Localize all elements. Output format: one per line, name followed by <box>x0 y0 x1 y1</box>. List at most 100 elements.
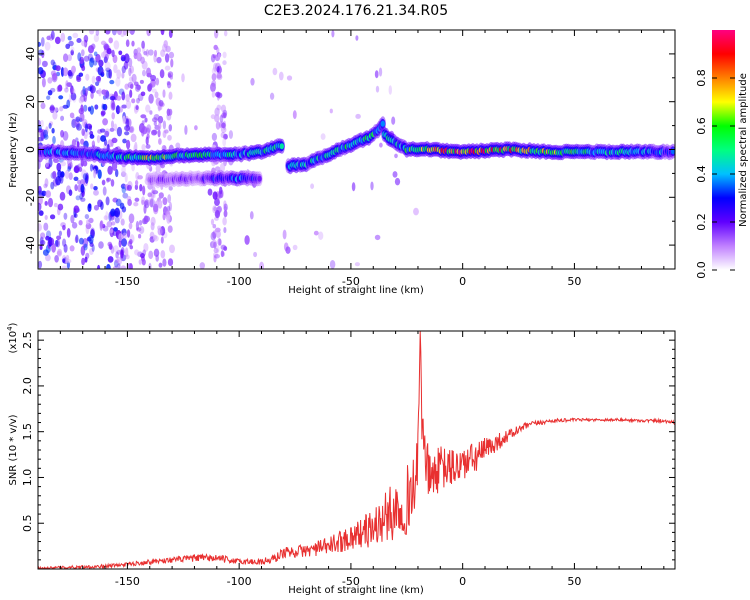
spectrogram-speckle-cell <box>90 227 95 237</box>
spectrogram-speckle-cell <box>329 259 336 269</box>
spectrogram-speckle-cell <box>102 186 107 196</box>
spectrogram-speckle-cell <box>65 43 71 49</box>
spectrogram-speckle-cell <box>114 264 121 269</box>
spectrogram-speckle-cell <box>60 115 65 121</box>
spectrogram-speckle-cell <box>56 162 62 172</box>
spectrogram-speckle-cell <box>40 232 46 240</box>
y-tick-label: -40 <box>24 236 37 254</box>
spectrogram-speckle-cell <box>98 241 104 249</box>
spectrogram-speckle-cell <box>80 49 85 57</box>
snr-y-multiplier: (x104) <box>6 322 19 353</box>
spectrogram-speckle-cell <box>79 179 86 186</box>
spectrogram-speckle-cell <box>121 238 128 247</box>
spectrogram-speckle-cell <box>105 196 110 206</box>
spectrogram-ridge <box>403 141 675 161</box>
spectrogram-speckle-cell <box>141 199 145 206</box>
spectrogram-speckle-cell <box>121 65 126 74</box>
spectrogram-speckle-cell <box>56 65 60 71</box>
spectrogram-speckle-cell <box>156 56 162 64</box>
spectrogram-speckle-cell <box>167 72 172 79</box>
spectrogram-speckle-cell <box>123 61 129 70</box>
spectrogram-speckle-cell <box>38 67 44 75</box>
spectrogram-speckle-cell <box>54 202 58 208</box>
spectrogram-speckle-cell <box>38 202 42 212</box>
x-tick-label: 50 <box>567 275 581 288</box>
spectrogram-speckle-cell <box>108 37 113 44</box>
spectrogram-speckle-cell <box>81 169 87 179</box>
spectrogram-speckle-cell <box>123 30 127 36</box>
spectrogram-speckle-cell <box>102 104 106 110</box>
spectrogram-speckle-cell <box>93 204 100 211</box>
spectrogram-speckle-cell <box>212 230 217 239</box>
spectrogram-speckle-cell <box>53 158 60 164</box>
spectrogram-speckle-cell <box>131 163 135 172</box>
x-tick-label: 0 <box>459 575 466 588</box>
spectrogram-speckle-cell <box>60 32 66 43</box>
spectrogram-speckle-cell <box>124 247 129 258</box>
spectrogram-speckle-cell <box>78 97 84 104</box>
spectrogram-speckle-cell <box>210 218 215 226</box>
spectrogram-speckle-cell <box>133 81 139 87</box>
spectrogram-speckle-cell <box>126 229 131 238</box>
spectrogram-speckle-cell <box>101 179 106 186</box>
spectrogram-speckle-cell <box>141 196 146 204</box>
spectrogram-speckle-cell <box>141 258 146 266</box>
spectrogram-speckle-cell <box>57 203 64 211</box>
spectrogram-speckle-cell <box>51 243 57 253</box>
spectrogram-speckle-cell <box>126 184 132 191</box>
spectrogram-speckle-cell <box>220 132 226 139</box>
spectrogram-speckle-cell <box>99 220 104 229</box>
colorbar-label: Normalized spectral amplitude <box>738 73 749 227</box>
spectrogram-speckle-cell <box>169 244 175 254</box>
spectrogram-speckle-cell <box>133 202 139 207</box>
colorbar: 0.0 0.2 0.4 0.6 0.8 Normalized spectral ampl… <box>695 30 749 279</box>
spectrogram-speckle-cell <box>105 264 111 269</box>
spectrogram-cell <box>380 120 385 127</box>
spectrogram-speckle-cell <box>214 253 220 259</box>
spectrogram-speckle-cell <box>100 201 104 211</box>
spectrogram-speckle-cell <box>45 162 51 170</box>
spectrogram-speckle-cell <box>106 221 113 228</box>
spectrogram-speckle-cell <box>223 227 227 234</box>
x-tick-label: -50 <box>342 575 360 588</box>
spectrogram-speckle-cell <box>70 85 74 95</box>
spectrogram-speckle-cell <box>126 30 131 34</box>
spectrogram-speckle-cell <box>73 166 80 173</box>
colorbar-tick-label: 0.6 <box>695 117 708 135</box>
spectrogram-speckle-cell <box>157 129 161 138</box>
spectrogram-speckle-cell <box>68 172 73 180</box>
spectrogram-speckle-cell <box>77 179 81 185</box>
spectrogram-speckle-cell <box>43 134 49 140</box>
spectrogram-speckle-cell <box>83 104 88 112</box>
spectrogram-speckle-cell <box>54 254 59 263</box>
spectrogram-speckle-cell <box>55 176 61 186</box>
y-tick-label: 1.5 <box>21 423 34 441</box>
spectrogram-speckle-cell <box>378 67 383 77</box>
spectrogram-speckle-cell <box>80 197 86 202</box>
spectrogram-speckle-cell <box>43 183 48 189</box>
spectrogram-speckle-cell <box>75 234 79 244</box>
spectrogram-speckle-cell <box>93 189 99 196</box>
spectrogram-speckle-cell <box>91 140 95 146</box>
spectrogram-speckle-cell <box>113 40 120 50</box>
spectrogram-speckle-cell <box>40 102 46 110</box>
spectrogram-speckle-cell <box>140 114 147 119</box>
colorbar-tick-label: 0.2 <box>695 213 708 231</box>
spectrogram-speckle-cell <box>158 192 164 199</box>
spectrogram-speckle-cell <box>216 66 220 73</box>
spectrogram-speckle-cell <box>125 100 132 109</box>
spectrogram-x-label: Height of straight line (km) <box>288 285 424 296</box>
spectrogram-speckle-cell <box>107 165 113 175</box>
x-tick-label: -50 <box>342 275 360 288</box>
spectrogram-speckle-cell <box>413 207 419 216</box>
spectrogram-speckle-cell <box>121 186 127 194</box>
spectrogram-speckle-cell <box>90 183 94 190</box>
spectrogram-speckle-cell <box>157 115 164 124</box>
spectrogram-speckle-cell <box>75 116 81 123</box>
spectrogram-speckle-cell <box>145 67 152 77</box>
spectrogram-speckle-cell <box>93 51 98 57</box>
spectrogram-speckle-cell <box>98 88 102 97</box>
spectrogram-speckle-cell <box>223 30 228 37</box>
spectrogram-speckle-cell <box>109 127 115 132</box>
spectrogram-speckle-cell <box>220 244 227 251</box>
